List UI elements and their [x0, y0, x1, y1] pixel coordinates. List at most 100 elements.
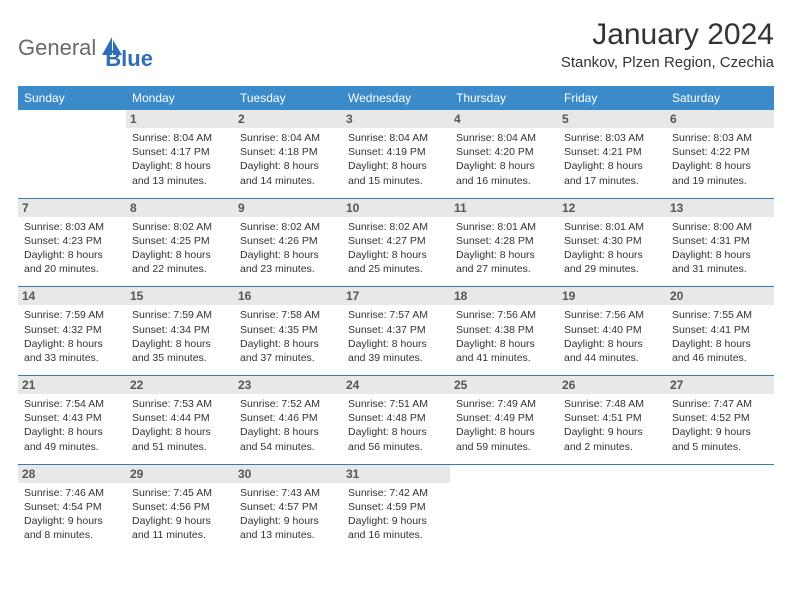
title-block: January 2024 Stankov, Plzen Region, Czec…	[561, 18, 774, 71]
sunrise-text: Sunrise: 7:43 AM	[240, 486, 336, 500]
sunrise-text: Sunrise: 7:53 AM	[132, 397, 228, 411]
sunset-text: Sunset: 4:56 PM	[132, 500, 228, 514]
calendar-day-cell: 24 Sunrise: 7:51 AMSunset: 4:48 PMDayligh…	[342, 376, 450, 465]
sunset-text: Sunset: 4:35 PM	[240, 323, 336, 337]
sunrise-text: Sunrise: 8:01 AM	[564, 220, 660, 234]
brand-text-general: General	[18, 35, 96, 61]
day-details: Sunrise: 7:43 AMSunset: 4:57 PMDaylight:…	[240, 486, 336, 543]
header: General Blue January 2024 Stankov, Plzen…	[18, 18, 774, 72]
sunrise-text: Sunrise: 8:04 AM	[240, 131, 336, 145]
day-number: 5	[558, 110, 666, 128]
sunset-text: Sunset: 4:31 PM	[672, 234, 768, 248]
day-number: 23	[234, 376, 342, 394]
day-details: Sunrise: 7:45 AMSunset: 4:56 PMDaylight:…	[132, 486, 228, 543]
daylight-text: Daylight: 8 hours and 19 minutes.	[672, 159, 768, 187]
day-number: 6	[666, 110, 774, 128]
sunset-text: Sunset: 4:19 PM	[348, 145, 444, 159]
calendar-day-cell: 11Sunrise: 8:01 AMSunset: 4:28 PMDayligh…	[450, 198, 558, 287]
sunset-text: Sunset: 4:52 PM	[672, 411, 768, 425]
calendar-day-cell: 28 Sunrise: 7:46 AMSunset: 4:54 PMDayligh…	[18, 464, 126, 552]
sunrise-text: Sunrise: 7:58 AM	[240, 308, 336, 322]
sunrise-text: Sunrise: 7:52 AM	[240, 397, 336, 411]
calendar-week-row: 7Sunrise: 8:03 AMSunset: 4:23 PMDaylight…	[18, 198, 774, 287]
daylight-text: Daylight: 9 hours and 16 minutes.	[348, 514, 444, 542]
day-number: 10	[342, 199, 450, 217]
sunrise-text: Sunrise: 8:03 AM	[672, 131, 768, 145]
sunrise-text: Sunrise: 8:04 AM	[348, 131, 444, 145]
weekday-header-row: Sunday Monday Tuesday Wednesday Thursday…	[18, 86, 774, 110]
day-number: 14	[18, 287, 126, 305]
calendar-day-cell: 20Sunrise: 7:55 AMSunset: 4:41 PMDayligh…	[666, 287, 774, 376]
sunrise-text: Sunrise: 8:03 AM	[564, 131, 660, 145]
calendar-day-cell: 19Sunrise: 7:56 AMSunset: 4:40 PMDayligh…	[558, 287, 666, 376]
day-details: Sunrise: 7:57 AMSunset: 4:37 PMDaylight:…	[348, 308, 444, 365]
day-number: 24	[342, 376, 450, 394]
brand-logo: General Blue	[18, 18, 153, 72]
sunset-text: Sunset: 4:25 PM	[132, 234, 228, 248]
sunset-text: Sunset: 4:21 PM	[564, 145, 660, 159]
day-details: Sunrise: 8:03 AMSunset: 4:22 PMDaylight:…	[672, 131, 768, 188]
day-details: Sunrise: 7:46 AMSunset: 4:54 PMDaylight:…	[24, 486, 120, 543]
day-number: 15	[126, 287, 234, 305]
daylight-text: Daylight: 8 hours and 17 minutes.	[564, 159, 660, 187]
calendar-day-cell	[450, 464, 558, 552]
sunset-text: Sunset: 4:30 PM	[564, 234, 660, 248]
daylight-text: Daylight: 8 hours and 16 minutes.	[456, 159, 552, 187]
day-number: 9	[234, 199, 342, 217]
day-details: Sunrise: 7:54 AMSunset: 4:43 PMDaylight:…	[24, 397, 120, 454]
sunset-text: Sunset: 4:59 PM	[348, 500, 444, 514]
calendar-day-cell: 10Sunrise: 8:02 AMSunset: 4:27 PMDayligh…	[342, 198, 450, 287]
day-details: Sunrise: 7:59 AMSunset: 4:34 PMDaylight:…	[132, 308, 228, 365]
calendar-day-cell: 16Sunrise: 7:58 AMSunset: 4:35 PMDayligh…	[234, 287, 342, 376]
day-number: 17	[342, 287, 450, 305]
day-number: 22	[126, 376, 234, 394]
day-details: Sunrise: 8:02 AMSunset: 4:26 PMDaylight:…	[240, 220, 336, 277]
day-details: Sunrise: 8:01 AMSunset: 4:28 PMDaylight:…	[456, 220, 552, 277]
sunrise-text: Sunrise: 7:55 AM	[672, 308, 768, 322]
sunset-text: Sunset: 4:34 PM	[132, 323, 228, 337]
day-number: 19	[558, 287, 666, 305]
calendar-day-cell: 2Sunrise: 8:04 AMSunset: 4:18 PMDaylight…	[234, 110, 342, 198]
daylight-text: Daylight: 8 hours and 27 minutes.	[456, 248, 552, 276]
sunrise-text: Sunrise: 8:00 AM	[672, 220, 768, 234]
calendar-day-cell: 14 Sunrise: 7:59 AMSunset: 4:32 PMDayligh…	[18, 287, 126, 376]
day-details: Sunrise: 8:03 AMSunset: 4:21 PMDaylight:…	[564, 131, 660, 188]
sunset-text: Sunset: 4:20 PM	[456, 145, 552, 159]
sunrise-text: Sunrise: 7:46 AM	[24, 486, 120, 500]
sunrise-text: Sunrise: 7:49 AM	[456, 397, 552, 411]
calendar-day-cell: 17 Sunrise: 7:57 AMSunset: 4:37 PMDayligh…	[342, 287, 450, 376]
day-details: Sunrise: 8:02 AMSunset: 4:25 PMDaylight:…	[132, 220, 228, 277]
daylight-text: Daylight: 8 hours and 29 minutes.	[564, 248, 660, 276]
day-details: Sunrise: 7:51 AMSunset: 4:48 PMDaylight:…	[348, 397, 444, 454]
calendar-day-cell: 23 Sunrise: 7:52 AMSunset: 4:46 PMDayligh…	[234, 376, 342, 465]
day-details: Sunrise: 7:59 AMSunset: 4:32 PMDaylight:…	[24, 308, 120, 365]
weekday-header: Tuesday	[234, 86, 342, 110]
calendar-day-cell	[666, 464, 774, 552]
day-number: 28	[18, 465, 126, 483]
sunset-text: Sunset: 4:41 PM	[672, 323, 768, 337]
sunset-text: Sunset: 4:38 PM	[456, 323, 552, 337]
day-details: Sunrise: 7:58 AMSunset: 4:35 PMDaylight:…	[240, 308, 336, 365]
day-details: Sunrise: 8:03 AMSunset: 4:23 PMDaylight:…	[24, 220, 120, 277]
day-number: 3	[342, 110, 450, 128]
day-number: 26	[558, 376, 666, 394]
daylight-text: Daylight: 8 hours and 31 minutes.	[672, 248, 768, 276]
day-details: Sunrise: 7:52 AMSunset: 4:46 PMDaylight:…	[240, 397, 336, 454]
sunrise-text: Sunrise: 8:02 AM	[348, 220, 444, 234]
day-details: Sunrise: 7:42 AMSunset: 4:59 PMDaylight:…	[348, 486, 444, 543]
sunset-text: Sunset: 4:28 PM	[456, 234, 552, 248]
calendar-day-cell: 29Sunrise: 7:45 AMSunset: 4:56 PMDayligh…	[126, 464, 234, 552]
sunrise-text: Sunrise: 7:56 AM	[456, 308, 552, 322]
daylight-text: Daylight: 8 hours and 22 minutes.	[132, 248, 228, 276]
calendar-day-cell: 3Sunrise: 8:04 AMSunset: 4:19 PMDaylight…	[342, 110, 450, 198]
day-details: Sunrise: 7:47 AMSunset: 4:52 PMDaylight:…	[672, 397, 768, 454]
day-details: Sunrise: 7:55 AMSunset: 4:41 PMDaylight:…	[672, 308, 768, 365]
daylight-text: Daylight: 8 hours and 23 minutes.	[240, 248, 336, 276]
day-details: Sunrise: 8:04 AMSunset: 4:18 PMDaylight:…	[240, 131, 336, 188]
daylight-text: Daylight: 8 hours and 35 minutes.	[132, 337, 228, 365]
daylight-text: Daylight: 8 hours and 33 minutes.	[24, 337, 120, 365]
calendar-week-row: 14 Sunrise: 7:59 AMSunset: 4:32 PMDayligh…	[18, 287, 774, 376]
daylight-text: Daylight: 9 hours and 8 minutes.	[24, 514, 120, 542]
day-number: 8	[126, 199, 234, 217]
daylight-text: Daylight: 8 hours and 39 minutes.	[348, 337, 444, 365]
